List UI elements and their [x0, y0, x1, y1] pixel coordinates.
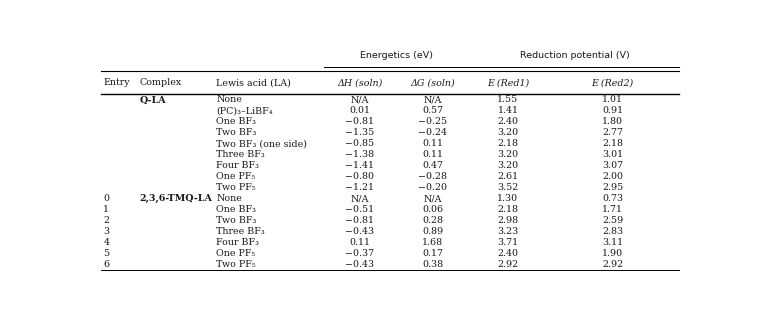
Text: 1.55: 1.55 — [497, 95, 518, 104]
Text: Two PF₅: Two PF₅ — [216, 183, 256, 192]
Text: 0.11: 0.11 — [422, 139, 444, 148]
Text: Two BF₃: Two BF₃ — [216, 128, 256, 137]
Text: 0.73: 0.73 — [602, 194, 623, 203]
Text: N/A: N/A — [424, 194, 442, 203]
Text: None: None — [216, 95, 242, 104]
Text: 2.40: 2.40 — [498, 249, 518, 258]
Text: −0.28: −0.28 — [419, 172, 447, 181]
Text: 0.91: 0.91 — [602, 106, 623, 115]
Text: Entry: Entry — [103, 78, 130, 87]
Text: 6: 6 — [103, 260, 110, 269]
Text: 3.23: 3.23 — [497, 227, 518, 236]
Text: Four BF₃: Four BF₃ — [216, 238, 259, 247]
Text: 0.28: 0.28 — [422, 216, 444, 225]
Text: −0.81: −0.81 — [345, 117, 374, 126]
Text: 1.90: 1.90 — [602, 249, 623, 258]
Text: 0.11: 0.11 — [349, 238, 370, 247]
Text: 0.11: 0.11 — [422, 150, 444, 159]
Text: 3: 3 — [103, 227, 110, 236]
Text: 0.57: 0.57 — [422, 106, 444, 115]
Text: 2.95: 2.95 — [602, 183, 623, 192]
Text: 0.17: 0.17 — [422, 249, 444, 258]
Text: 3.07: 3.07 — [602, 161, 623, 170]
Text: 1.01: 1.01 — [602, 95, 623, 104]
Text: N/A: N/A — [350, 194, 369, 203]
Text: N/A: N/A — [350, 95, 369, 104]
Text: 3.71: 3.71 — [498, 238, 518, 247]
Text: 1.68: 1.68 — [422, 238, 444, 247]
Text: 0: 0 — [103, 194, 110, 203]
Text: −1.38: −1.38 — [345, 150, 374, 159]
Text: 1.30: 1.30 — [498, 194, 518, 203]
Text: Q-LA: Q-LA — [139, 95, 166, 104]
Text: −0.37: −0.37 — [345, 249, 374, 258]
Text: 0.47: 0.47 — [422, 161, 444, 170]
Text: 4: 4 — [103, 238, 110, 247]
Text: N/A: N/A — [424, 95, 442, 104]
Text: Reduction potential (V): Reduction potential (V) — [520, 51, 629, 60]
Text: Complex: Complex — [139, 78, 181, 87]
Text: −1.21: −1.21 — [345, 183, 374, 192]
Text: 1.71: 1.71 — [602, 205, 623, 214]
Text: −0.43: −0.43 — [345, 260, 374, 269]
Text: −0.81: −0.81 — [345, 216, 374, 225]
Text: (PC)₃–LiBF₄: (PC)₃–LiBF₄ — [216, 106, 272, 115]
Text: 2: 2 — [103, 216, 110, 225]
Text: 2.98: 2.98 — [498, 216, 518, 225]
Text: 2.61: 2.61 — [498, 172, 518, 181]
Text: 2.59: 2.59 — [602, 216, 623, 225]
Text: One PF₅: One PF₅ — [216, 249, 256, 258]
Text: 0.01: 0.01 — [349, 106, 370, 115]
Text: 3.52: 3.52 — [497, 183, 518, 192]
Text: Two BF₃: Two BF₃ — [216, 216, 256, 225]
Text: One PF₅: One PF₅ — [216, 172, 256, 181]
Text: −0.80: −0.80 — [345, 172, 374, 181]
Text: 2.18: 2.18 — [498, 205, 518, 214]
Text: 2.77: 2.77 — [602, 128, 623, 137]
Text: 3.01: 3.01 — [602, 150, 623, 159]
Text: 3.20: 3.20 — [498, 150, 518, 159]
Text: 3.20: 3.20 — [498, 161, 518, 170]
Text: 2.00: 2.00 — [602, 172, 623, 181]
Text: One BF₃: One BF₃ — [216, 117, 256, 126]
Text: −0.24: −0.24 — [419, 128, 447, 137]
Text: −0.20: −0.20 — [419, 183, 447, 192]
Text: −0.43: −0.43 — [345, 227, 374, 236]
Text: 3.11: 3.11 — [602, 238, 623, 247]
Text: −1.35: −1.35 — [345, 128, 374, 137]
Text: Three BF₃: Three BF₃ — [216, 227, 265, 236]
Text: 0.06: 0.06 — [422, 205, 444, 214]
Text: Two BF₃ (one side): Two BF₃ (one side) — [216, 139, 307, 148]
Text: −0.85: −0.85 — [345, 139, 374, 148]
Text: 1: 1 — [103, 205, 110, 214]
Text: 2.40: 2.40 — [498, 117, 518, 126]
Text: One BF₃: One BF₃ — [216, 205, 256, 214]
Text: 1.80: 1.80 — [602, 117, 623, 126]
Text: 2,3,6-TMQ-LA: 2,3,6-TMQ-LA — [139, 194, 212, 203]
Text: Two PF₅: Two PF₅ — [216, 260, 256, 269]
Text: Energetics (eV): Energetics (eV) — [360, 51, 433, 60]
Text: −1.41: −1.41 — [345, 161, 374, 170]
Text: 3.20: 3.20 — [498, 128, 518, 137]
Text: None: None — [216, 194, 242, 203]
Text: Three BF₃: Three BF₃ — [216, 150, 265, 159]
Text: Lewis acid (LA): Lewis acid (LA) — [216, 78, 291, 87]
Text: ΔH (soln): ΔH (soln) — [337, 78, 382, 87]
Text: 0.38: 0.38 — [422, 260, 444, 269]
Text: −0.25: −0.25 — [419, 117, 447, 126]
Text: 0.89: 0.89 — [422, 227, 444, 236]
Text: 5: 5 — [103, 249, 110, 258]
Text: E (Red2): E (Red2) — [591, 78, 634, 87]
Text: 2.92: 2.92 — [602, 260, 623, 269]
Text: 2.83: 2.83 — [602, 227, 623, 236]
Text: 1.41: 1.41 — [498, 106, 518, 115]
Text: 2.92: 2.92 — [498, 260, 518, 269]
Text: 2.18: 2.18 — [602, 139, 623, 148]
Text: −0.51: −0.51 — [345, 205, 374, 214]
Text: 2.18: 2.18 — [498, 139, 518, 148]
Text: ΔG (soln): ΔG (soln) — [410, 78, 455, 87]
Text: Four BF₃: Four BF₃ — [216, 161, 259, 170]
Text: E (Red1): E (Red1) — [487, 78, 529, 87]
